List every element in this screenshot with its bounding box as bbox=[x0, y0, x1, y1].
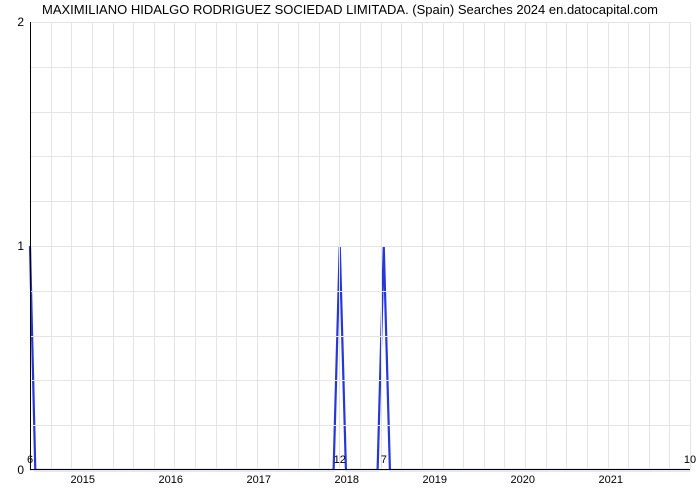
x-tick-label: 2018 bbox=[335, 474, 359, 486]
x-tick-label: 2020 bbox=[511, 474, 535, 486]
gridline-horizontal-major bbox=[30, 246, 690, 247]
gridline-horizontal bbox=[30, 425, 690, 426]
y-tick-label: 0 bbox=[17, 463, 24, 477]
x-tick-label: 2015 bbox=[71, 474, 95, 486]
chart-container: MAXIMILIANO HIDALGO RODRIGUEZ SOCIEDAD L… bbox=[0, 0, 700, 500]
gridline-horizontal bbox=[30, 112, 690, 113]
x-tick-label: 2019 bbox=[423, 474, 447, 486]
x-tick-label: 2017 bbox=[247, 474, 271, 486]
y-axis-spine bbox=[30, 22, 31, 470]
value-label: 7 bbox=[381, 454, 387, 466]
gridline-horizontal bbox=[30, 156, 690, 157]
gridline-horizontal bbox=[30, 336, 690, 337]
value-label: 12 bbox=[334, 454, 346, 466]
plot-area: 0122015201620172018201920202021612710 bbox=[30, 22, 690, 470]
x-tick-label: 2016 bbox=[159, 474, 183, 486]
y-tick-label: 2 bbox=[17, 15, 24, 29]
value-label: 6 bbox=[27, 454, 33, 466]
gridline-horizontal bbox=[30, 201, 690, 202]
gridline-horizontal-major bbox=[30, 22, 690, 23]
gridline-vertical bbox=[690, 22, 691, 470]
y-tick-label: 1 bbox=[17, 239, 24, 253]
gridline-horizontal bbox=[30, 67, 690, 68]
gridline-horizontal-major bbox=[30, 470, 690, 471]
chart-title: MAXIMILIANO HIDALGO RODRIGUEZ SOCIEDAD L… bbox=[0, 2, 700, 17]
x-axis-spine bbox=[30, 469, 690, 470]
value-label: 10 bbox=[684, 454, 696, 466]
gridline-horizontal bbox=[30, 380, 690, 381]
gridline-horizontal bbox=[30, 291, 690, 292]
x-tick-label: 2021 bbox=[599, 474, 623, 486]
